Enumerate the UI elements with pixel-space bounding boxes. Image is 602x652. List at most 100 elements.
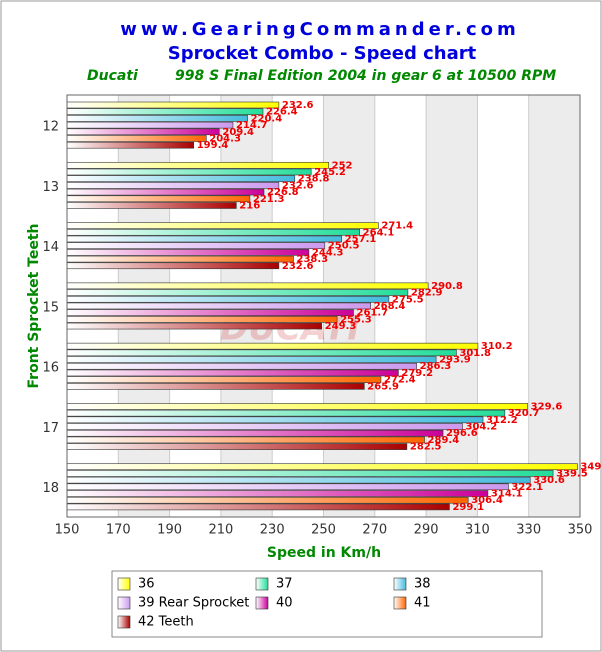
plot-border: [66, 94, 581, 518]
legend-swatch: [117, 615, 131, 629]
bar: [66, 463, 578, 471]
x-tick-label: 210: [208, 523, 233, 538]
value-label: 310.2: [481, 341, 513, 352]
value-label: 238.8: [298, 174, 330, 185]
bar: [66, 416, 484, 424]
value-label: 290.8: [431, 281, 463, 292]
x-tick-label: 250: [311, 523, 336, 538]
value-label: 257.1: [345, 234, 377, 245]
value-label: 286.3: [420, 361, 452, 372]
bar: [66, 161, 329, 169]
value-label: 221.3: [253, 194, 285, 205]
value-label: 261.7: [357, 308, 389, 319]
bar: [66, 383, 365, 390]
bar: [66, 496, 469, 504]
value-label: 279.2: [401, 368, 433, 379]
value-label: 226.4: [266, 107, 298, 118]
value-label: 322.1: [511, 482, 543, 493]
bar: [66, 188, 265, 196]
bar: [66, 322, 323, 330]
bar: [66, 242, 326, 249]
legend-label: 36: [138, 577, 155, 592]
value-label: 293.9: [439, 355, 471, 366]
value-label: 232.6: [282, 261, 314, 272]
bar: [66, 376, 382, 383]
value-label: 209.4: [222, 127, 254, 138]
bar: [66, 349, 457, 357]
value-label: 214.7: [236, 120, 268, 131]
bar: [66, 295, 390, 303]
value-label: 268.4: [374, 301, 406, 312]
bar: [66, 141, 195, 149]
x-tick-label: 270: [362, 523, 387, 538]
legend-label: 42 Teeth: [138, 615, 194, 630]
value-label: 282.9: [411, 288, 443, 299]
bar: [66, 202, 237, 209]
x-tick-label: 290: [414, 523, 439, 538]
bar: [66, 362, 417, 370]
value-label: 244.3: [312, 247, 344, 258]
bar: [66, 429, 444, 437]
bar: [66, 222, 379, 229]
x-tick-label: 190: [157, 523, 182, 538]
bar: [66, 476, 531, 484]
grid-band: [426, 95, 478, 517]
chart-subtitle: Sprocket Combo - Speed chart: [168, 43, 477, 64]
bar: [66, 175, 296, 182]
grid-band: [528, 95, 580, 517]
bar: [66, 483, 509, 491]
value-label: 349: [580, 462, 601, 473]
value-label: 301.8: [459, 348, 491, 359]
value-label: 250.5: [328, 241, 360, 252]
value-label: 249.3: [325, 321, 357, 332]
legend-swatch: [255, 577, 269, 591]
x-tick-label: 150: [55, 523, 80, 538]
bar: [66, 490, 489, 497]
y-tick-label: 18: [42, 481, 59, 496]
bar: [66, 115, 248, 122]
bar: [66, 470, 554, 477]
value-label: 255.3: [340, 314, 372, 325]
y-tick-label: 14: [42, 240, 59, 255]
y-tick-label: 17: [42, 421, 59, 436]
value-label: 238.3: [296, 254, 328, 265]
bar: [66, 135, 207, 142]
legend-label: 38: [414, 577, 431, 592]
bar: [66, 302, 371, 310]
bar: [66, 128, 220, 136]
make: Ducati: [87, 68, 138, 84]
value-label: 312.2: [486, 415, 518, 426]
bar: [66, 289, 409, 296]
bar: [66, 182, 280, 189]
bar: [66, 503, 450, 511]
value-label: 339.5: [556, 468, 588, 479]
model-line: 998 S Final Edition 2004 in gear 6 at 10…: [175, 68, 556, 84]
value-label: 199.4: [197, 140, 229, 151]
bar: [66, 249, 310, 256]
bar: [66, 369, 399, 377]
legend-label: 37: [276, 577, 293, 592]
bar: [66, 316, 338, 323]
value-label: 272.4: [384, 375, 416, 386]
legend-label: 41: [414, 596, 431, 611]
value-label: 330.6: [533, 475, 565, 486]
bar: [66, 262, 280, 270]
y-tick-label: 16: [42, 361, 59, 376]
y-tick-label: 12: [42, 120, 59, 135]
y-axis-label: Front Sprocket Teeth: [26, 224, 42, 389]
legend-label: 39 Rear Sprocket: [138, 596, 249, 611]
legend-label: 40: [276, 596, 293, 611]
legend-swatch: [117, 596, 131, 610]
value-label: 282.5: [410, 442, 442, 453]
value-label: 245.2: [314, 167, 346, 178]
y-tick-label: 15: [42, 300, 59, 315]
bar: [66, 121, 234, 129]
bar: [66, 235, 343, 243]
y-tick-label: 13: [42, 180, 59, 195]
legend-swatch: [255, 596, 269, 610]
x-tick-label: 230: [260, 523, 285, 538]
bar: [66, 195, 251, 203]
bar: [66, 403, 528, 410]
bar: [66, 423, 463, 430]
